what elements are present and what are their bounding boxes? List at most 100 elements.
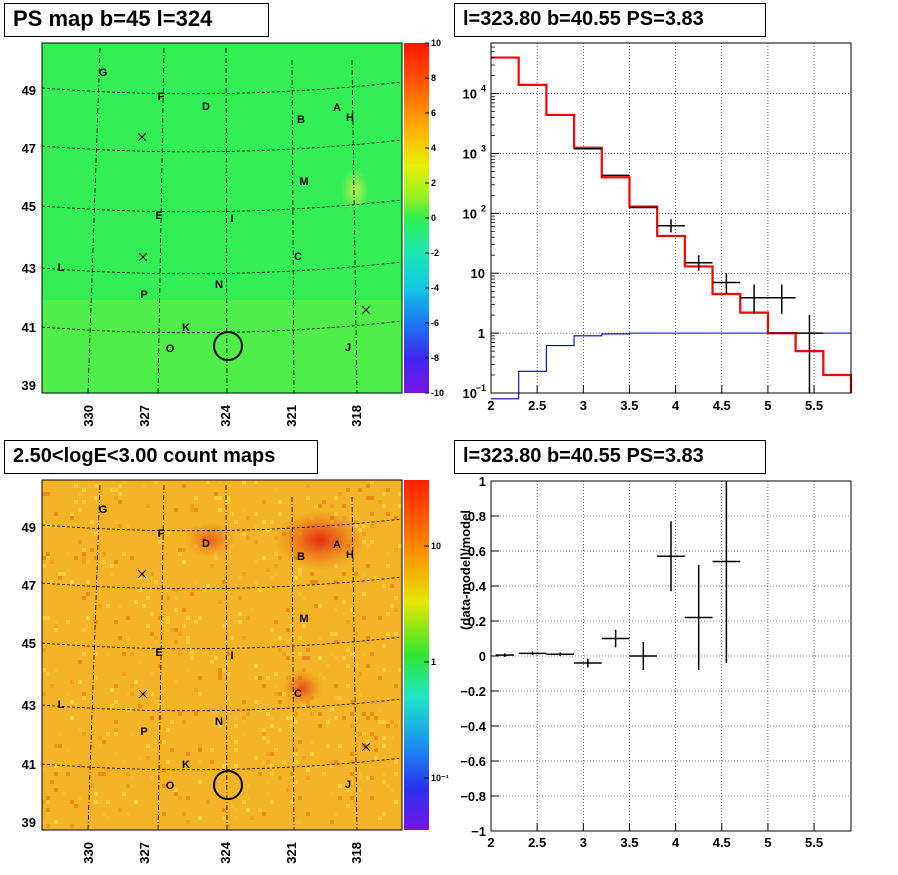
map-pixel <box>318 712 322 716</box>
lon-grid-line <box>291 59 295 394</box>
map-pixel <box>162 708 166 712</box>
source-label-m: M <box>299 613 308 625</box>
map-pixel <box>210 660 214 664</box>
map-pixel <box>354 572 358 576</box>
map-pixel <box>214 556 218 560</box>
map-pixel <box>250 608 254 612</box>
map-pixel <box>362 712 366 716</box>
map-pixel <box>114 728 118 732</box>
x-tick-label: 2 <box>487 398 494 413</box>
map-pixel <box>94 652 98 656</box>
map-pixel <box>294 576 298 580</box>
lon-tick-330: 330 <box>81 405 96 427</box>
map-pixel <box>102 560 106 564</box>
map-pixel <box>90 744 94 748</box>
map-pixel <box>394 772 398 776</box>
map-pixel <box>110 572 114 576</box>
map-pixel <box>42 556 46 560</box>
map-pixel <box>46 616 50 620</box>
map-pixel <box>102 812 106 816</box>
y-tick-exponent: −1 <box>476 383 486 393</box>
map-pixel <box>154 636 158 640</box>
map-pixel <box>374 716 378 720</box>
count-map-hotspot-ab <box>275 510 365 570</box>
map-pixel <box>254 512 258 516</box>
map-pixel <box>114 560 118 564</box>
map-pixel <box>42 492 46 496</box>
map-pixel <box>174 528 178 532</box>
map-pixel <box>266 752 270 756</box>
map-pixel <box>326 664 330 668</box>
map-pixel <box>294 736 298 740</box>
map-pixel <box>246 796 250 800</box>
map-pixel <box>378 708 382 712</box>
map-pixel <box>390 720 394 724</box>
source-label-d: D <box>202 538 210 550</box>
lon-grid-line <box>291 496 295 831</box>
cross-marker <box>137 132 147 142</box>
x-tick-label: 4.5 <box>713 835 731 850</box>
map-pixel <box>234 808 238 812</box>
map-pixel <box>174 596 178 600</box>
map-pixel <box>398 504 402 508</box>
map-pixel <box>362 592 366 596</box>
map-pixel <box>110 688 114 692</box>
residual-panel: 2 2.5 3 3.5 4 4.5 5 5.5 1 0.8 0.6 0.4 0.2 0 −0.2 −0.4 −0… <box>458 474 852 850</box>
map-pixel <box>58 768 62 772</box>
map-pixel <box>182 624 186 628</box>
map-pixel <box>394 608 398 612</box>
x-tick-label: 5 <box>764 398 771 413</box>
lat-tick-47: 47 <box>22 141 36 156</box>
map-pixel <box>82 596 86 600</box>
map-pixel <box>334 684 338 688</box>
y-tick-label: −0.4 <box>460 719 486 734</box>
map-pixel <box>106 732 110 736</box>
map-pixel <box>386 612 390 616</box>
map-pixel <box>194 620 198 624</box>
map-pixel <box>394 800 398 804</box>
lat-grid-line <box>41 139 403 153</box>
source-label-p: P <box>140 726 147 738</box>
map-pixel <box>242 508 246 512</box>
map-pixel <box>150 672 154 676</box>
map-pixel <box>162 784 166 788</box>
map-pixel <box>242 636 246 640</box>
count-map-lon-ticks: 330 327 324 321 318 <box>81 841 364 863</box>
count-colorbar-ticks: 10 1 10⁻¹ <box>424 541 449 783</box>
map-pixel <box>374 576 378 580</box>
source-label-h: H <box>346 112 354 124</box>
map-pixel <box>42 564 46 568</box>
map-pixel <box>130 784 134 788</box>
map-pixel <box>318 636 322 640</box>
map-pixel <box>298 592 302 596</box>
spectrum-title: l=323.80 b=40.55 PS=3.83 <box>454 3 766 37</box>
map-pixel <box>338 696 342 700</box>
map-pixel <box>154 580 158 584</box>
map-pixel <box>238 596 242 600</box>
count-map-hotspot-c <box>282 670 322 706</box>
map-pixel <box>358 788 362 792</box>
ps-map-lat-ticks: 49 47 45 43 41 39 <box>22 83 36 393</box>
map-pixel <box>250 772 254 776</box>
map-pixel <box>258 772 262 776</box>
map-pixel <box>310 752 314 756</box>
map-pixel <box>134 600 138 604</box>
map-pixel <box>234 716 238 720</box>
lat-tick-39: 39 <box>22 815 36 830</box>
count-map-lat-ticks: 49 47 45 43 41 39 <box>22 520 36 830</box>
map-pixel <box>110 704 114 708</box>
source-label-k: K <box>182 759 190 771</box>
map-pixel <box>110 564 114 568</box>
map-pixel <box>226 672 230 676</box>
map-pixel <box>370 512 374 516</box>
map-pixel <box>382 736 386 740</box>
map-pixel <box>198 760 202 764</box>
map-pixel <box>382 780 386 784</box>
x-tick-label: 5.5 <box>805 835 823 850</box>
map-pixel <box>338 796 342 800</box>
map-pixel <box>270 800 274 804</box>
x-tick-label: 3.5 <box>620 398 638 413</box>
map-pixel <box>54 524 58 528</box>
map-pixel <box>158 740 162 744</box>
map-pixel <box>166 596 170 600</box>
